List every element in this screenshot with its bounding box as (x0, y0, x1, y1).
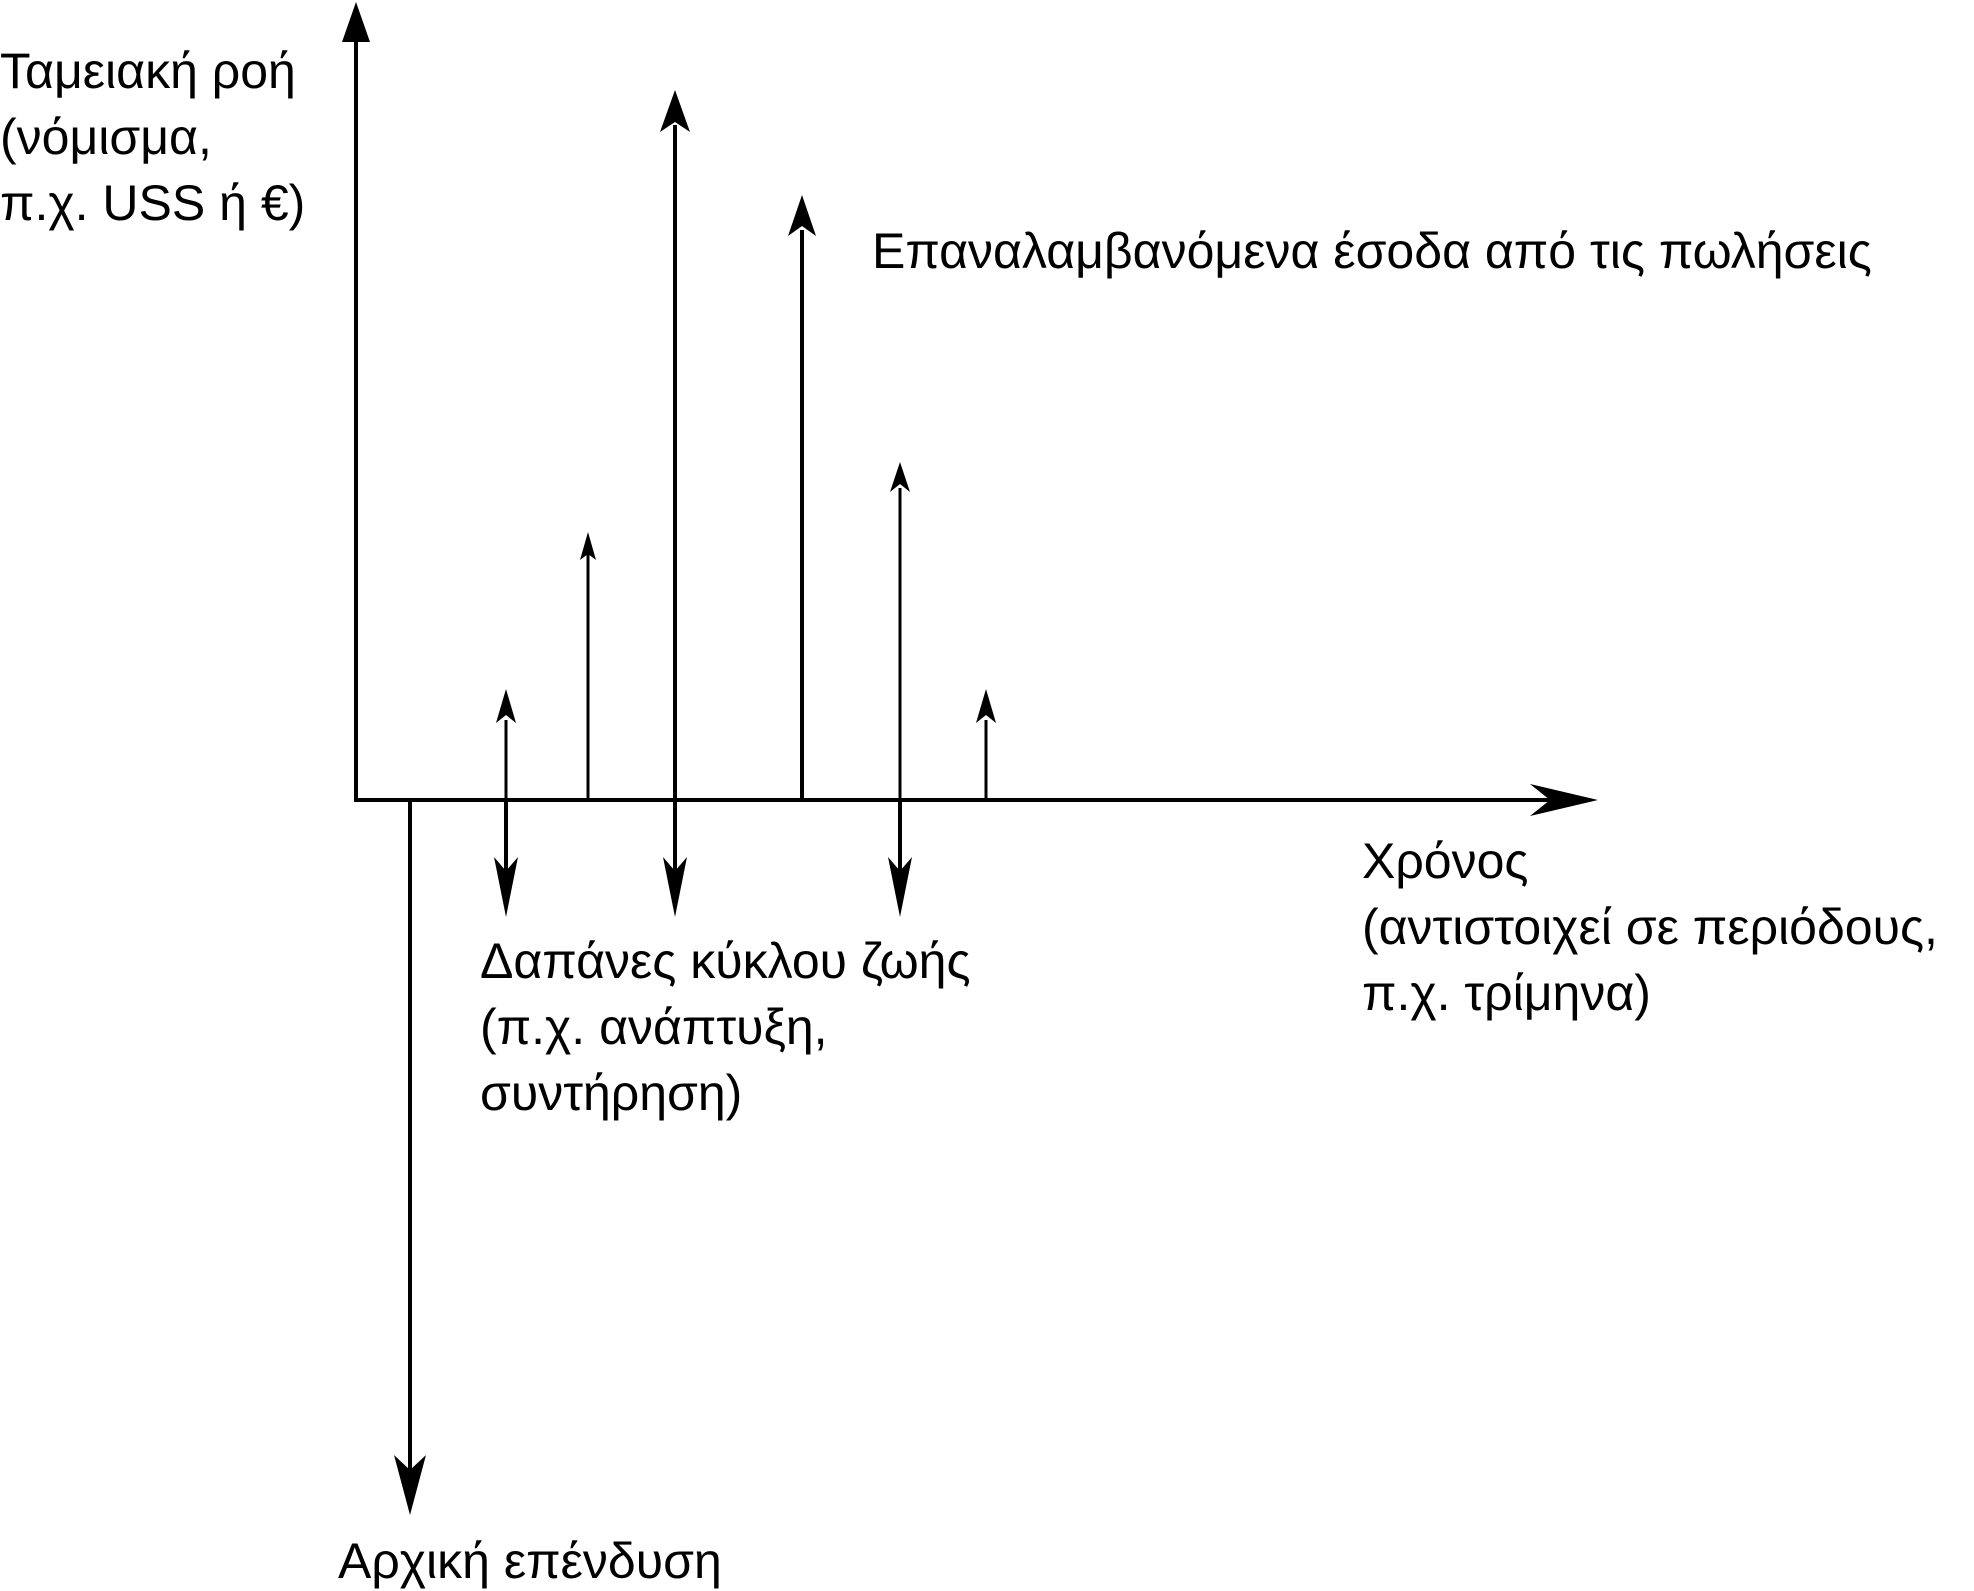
costs-label-line-1: Δαπάνες κύκλου ζωής (480, 933, 971, 989)
revenue-label: Επαναλαμβανόμενα έσοδα από τις πωλήσεις (872, 223, 1872, 279)
costs-label-line-2: (π.χ. ανάπτυξη, (480, 999, 828, 1055)
cost-arrow-1 (494, 800, 518, 917)
cost-arrow-2 (663, 800, 687, 917)
revenue-arrow-3 (660, 90, 690, 800)
revenue-arrow-5 (890, 462, 910, 800)
initial-investment-label: Αρχική επένδυση (338, 1533, 722, 1589)
x-axis-label-line-2: (αντιστοιχεί σε περιόδους, (1362, 899, 1938, 955)
costs-label-line-3: συντήρηση) (480, 1065, 742, 1121)
revenue-arrow-1 (496, 689, 516, 800)
x-axis-label-line-1: Χρόνος (1362, 833, 1529, 889)
revenue-arrow-6 (976, 689, 996, 800)
y-axis-label-line-2: (νόμισμα, (0, 109, 212, 165)
initial-investment-arrow (394, 800, 426, 1515)
y-axis-arrowhead (342, 2, 370, 42)
revenue-arrow-2 (580, 532, 596, 800)
x-axis-arrowhead (1530, 784, 1598, 816)
x-axis-label-line-3: π.χ. τρίμηνα) (1362, 965, 1651, 1021)
axes (354, 40, 1560, 802)
y-axis-label-line-3: π.χ. USS ή €) (0, 175, 305, 231)
cost-arrow-3 (888, 800, 912, 917)
revenue-arrow-4 (788, 195, 816, 800)
y-axis-label-line-1: Ταμειακή ροή (0, 43, 296, 99)
